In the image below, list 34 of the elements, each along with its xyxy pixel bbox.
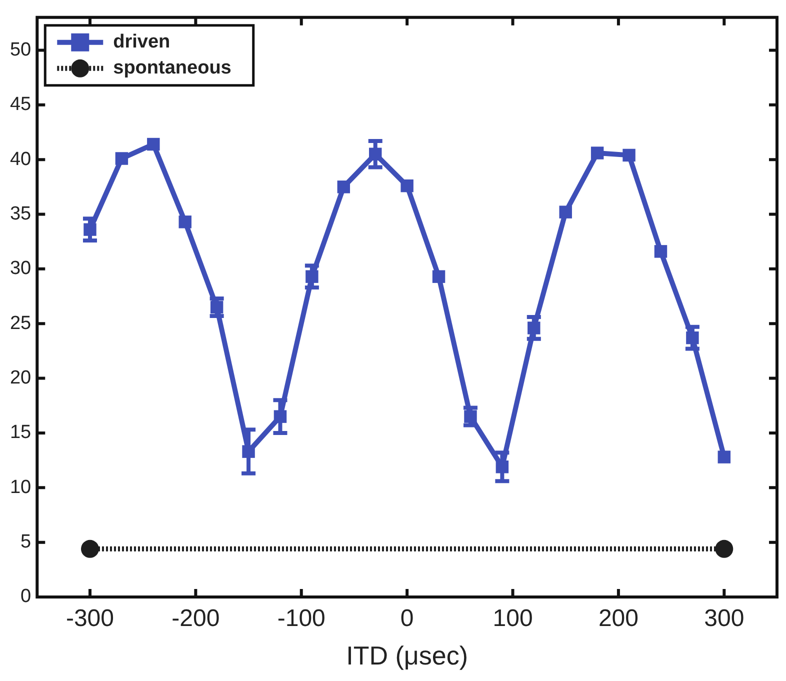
y-tick-label: 45 bbox=[10, 94, 32, 116]
point bbox=[622, 148, 636, 162]
point bbox=[400, 179, 414, 192]
x-tick-label: -100 bbox=[277, 605, 326, 632]
point bbox=[115, 152, 128, 165]
y-tick-label: 30 bbox=[10, 258, 32, 280]
point bbox=[80, 540, 99, 558]
y-tick-label: 15 bbox=[10, 422, 32, 444]
x-axis-title: ITD (μsec) bbox=[346, 640, 468, 671]
point bbox=[432, 270, 446, 283]
point bbox=[178, 216, 192, 228]
point bbox=[337, 180, 350, 194]
point bbox=[654, 245, 668, 258]
x-tick-label: 200 bbox=[598, 605, 638, 632]
x-tick-label: -300 bbox=[66, 605, 114, 632]
point bbox=[715, 540, 734, 558]
x-tick-label: 100 bbox=[492, 605, 533, 632]
point bbox=[718, 450, 731, 464]
legend-label: spontaneous bbox=[113, 58, 232, 79]
y-tick-label: 35 bbox=[10, 203, 32, 224]
y-tick-label: 10 bbox=[10, 476, 32, 498]
point bbox=[147, 138, 160, 151]
x-tick-label: 0 bbox=[400, 605, 414, 632]
x-tick-label: 300 bbox=[704, 605, 744, 632]
point bbox=[559, 206, 572, 218]
y-tick-label: 0 bbox=[20, 586, 32, 608]
y-tick-label: 50 bbox=[10, 39, 32, 60]
y-tick-label: 25 bbox=[10, 312, 32, 334]
point bbox=[590, 146, 604, 160]
y-tick-label: 40 bbox=[10, 148, 32, 170]
x-tick-label: -200 bbox=[172, 605, 220, 632]
y-tick-label: 5 bbox=[20, 532, 32, 553]
legend-label: driven bbox=[113, 32, 170, 53]
y-tick-label: 20 bbox=[10, 368, 32, 389]
